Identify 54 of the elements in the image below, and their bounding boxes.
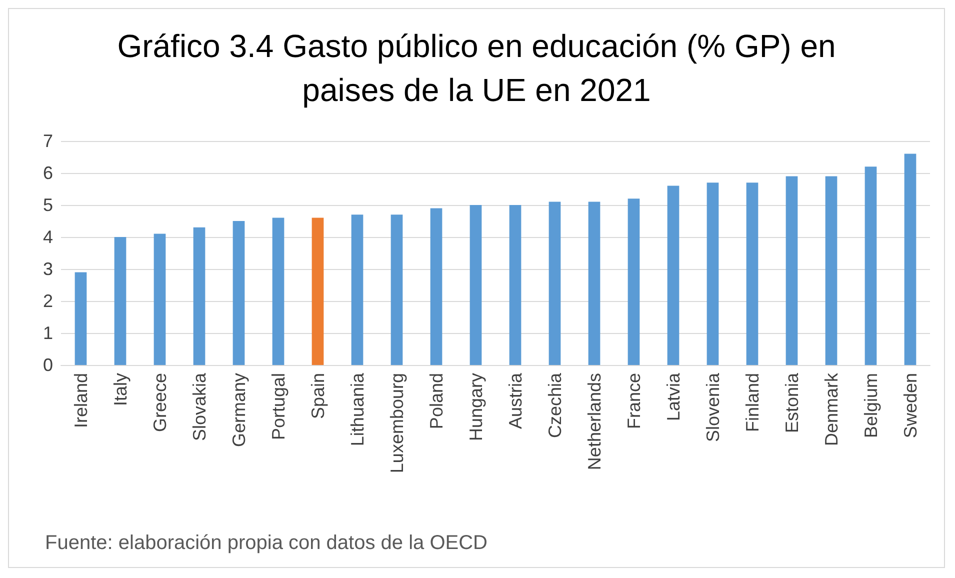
x-tick-label: Poland [426, 373, 446, 430]
bar [509, 205, 522, 365]
bar [114, 237, 126, 365]
bar [825, 176, 838, 365]
x-tick-label: Lithuania [347, 372, 368, 446]
bar [786, 176, 798, 365]
x-tick-label: Spain [308, 373, 328, 420]
y-tick-label: 7 [42, 131, 53, 151]
bar [74, 272, 87, 365]
bar [667, 186, 680, 365]
x-tick-label: France [624, 373, 644, 430]
x-tick-label: Germany [228, 373, 249, 448]
source-note: Fuente: elaboración propia con datos de la OECD [45, 532, 488, 554]
x-tick-label: Portugal [268, 373, 288, 440]
bar [706, 182, 719, 365]
x-tick-label: Latvia [663, 372, 684, 422]
x-tick-label: Denmark [821, 372, 842, 446]
bar [548, 202, 561, 365]
x-tick-label: Finland [742, 373, 762, 432]
bar [193, 227, 206, 365]
x-tick-label: Luxembourg [386, 373, 407, 474]
x-tick-label: Belgium [860, 373, 881, 438]
x-tick-label: Ireland [70, 373, 91, 428]
bar [390, 214, 403, 365]
y-tick-label: 3 [42, 259, 53, 279]
bar [746, 182, 758, 365]
bar [588, 202, 600, 365]
bar [904, 154, 916, 365]
bar [864, 166, 877, 365]
x-tick-label: Slovakia [189, 372, 210, 442]
chart-title: Gráfico 3.4 Gasto público en educación (% GP) en paises de la UE en 2021 [117, 28, 836, 108]
bar [232, 221, 245, 365]
y-tick-label: 2 [42, 291, 53, 311]
bar [430, 208, 442, 365]
x-tick-label: Hungary [466, 373, 486, 442]
y-tick-label: 5 [42, 195, 53, 215]
x-tick-label: Czechia [544, 372, 565, 438]
x-tick-label: Netherlands [584, 373, 604, 470]
bar [628, 198, 640, 365]
bar [154, 234, 166, 365]
y-tick-label: 4 [42, 227, 53, 247]
x-tick-label: Slovenia [702, 372, 723, 442]
x-tick-label: Austria [505, 372, 526, 430]
x-tick-label: Estonia [782, 372, 802, 434]
x-tick-label: Italy [110, 373, 130, 406]
y-tick-label: 1 [42, 323, 53, 343]
bar [351, 214, 364, 365]
y-tick-label: 0 [42, 355, 53, 375]
bar [272, 218, 284, 365]
x-tick-label: Sweden [900, 373, 920, 438]
bar [470, 205, 482, 365]
bar [312, 218, 324, 365]
y-tick-label: 6 [42, 163, 53, 183]
x-tick-label: Greece [150, 373, 170, 432]
